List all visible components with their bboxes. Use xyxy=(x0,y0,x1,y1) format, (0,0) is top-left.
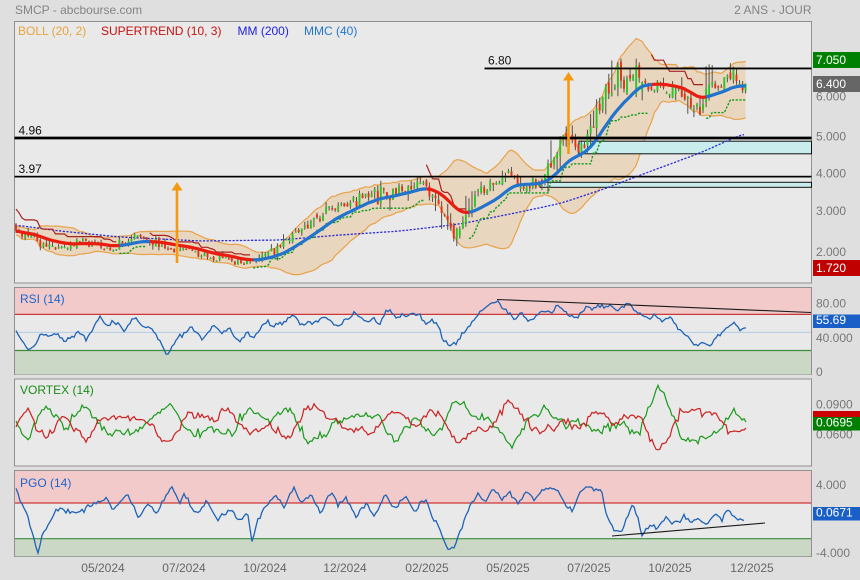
svg-text:4.96: 4.96 xyxy=(19,124,43,138)
svg-text:0.0695: 0.0695 xyxy=(816,416,853,430)
svg-text:07/2025: 07/2025 xyxy=(567,561,611,575)
svg-text:6.80: 6.80 xyxy=(488,54,512,68)
svg-text:MM (200): MM (200) xyxy=(238,24,289,38)
svg-text:6.400: 6.400 xyxy=(816,77,846,91)
svg-text:40.000: 40.000 xyxy=(816,331,853,345)
svg-text:1.720: 1.720 xyxy=(816,261,846,275)
svg-text:PGO (14): PGO (14) xyxy=(20,476,71,490)
svg-text:05/2024: 05/2024 xyxy=(81,561,125,575)
svg-text:4.000: 4.000 xyxy=(816,478,846,492)
svg-text:0.0600: 0.0600 xyxy=(816,428,853,442)
svg-text:RSI (14): RSI (14) xyxy=(20,292,65,306)
svg-text:12/2025: 12/2025 xyxy=(730,561,774,575)
svg-text:-4.000: -4.000 xyxy=(816,546,850,560)
svg-text:2.000: 2.000 xyxy=(816,245,846,259)
svg-text:0: 0 xyxy=(816,365,823,379)
svg-text:BOLL (20, 2): BOLL (20, 2) xyxy=(18,24,86,38)
svg-text:10/2024: 10/2024 xyxy=(243,561,287,575)
svg-text:02/2025: 02/2025 xyxy=(405,561,449,575)
svg-text:80.00: 80.00 xyxy=(816,297,846,311)
svg-text:12/2024: 12/2024 xyxy=(323,561,367,575)
svg-text:4.000: 4.000 xyxy=(816,167,846,181)
svg-text:10/2025: 10/2025 xyxy=(648,561,692,575)
svg-text:VORTEX (14): VORTEX (14) xyxy=(20,383,94,397)
svg-text:5.000: 5.000 xyxy=(816,130,846,144)
svg-text:05/2025: 05/2025 xyxy=(486,561,530,575)
svg-text:SMCP - abcbourse.com: SMCP - abcbourse.com xyxy=(15,3,142,17)
svg-text:3.97: 3.97 xyxy=(19,162,43,176)
svg-text:3.000: 3.000 xyxy=(816,204,846,218)
svg-text:SUPERTREND (10, 3): SUPERTREND (10, 3) xyxy=(101,24,221,38)
svg-text:0.0900: 0.0900 xyxy=(816,397,853,411)
svg-text:7.050: 7.050 xyxy=(816,53,846,67)
svg-text:55.69: 55.69 xyxy=(816,313,846,327)
svg-text:0.0671: 0.0671 xyxy=(816,506,853,520)
svg-text:MMC (40): MMC (40) xyxy=(304,24,357,38)
svg-text:2 ANS - JOUR: 2 ANS - JOUR xyxy=(734,3,812,17)
svg-text:6.000: 6.000 xyxy=(816,90,846,104)
svg-text:07/2024: 07/2024 xyxy=(162,561,206,575)
